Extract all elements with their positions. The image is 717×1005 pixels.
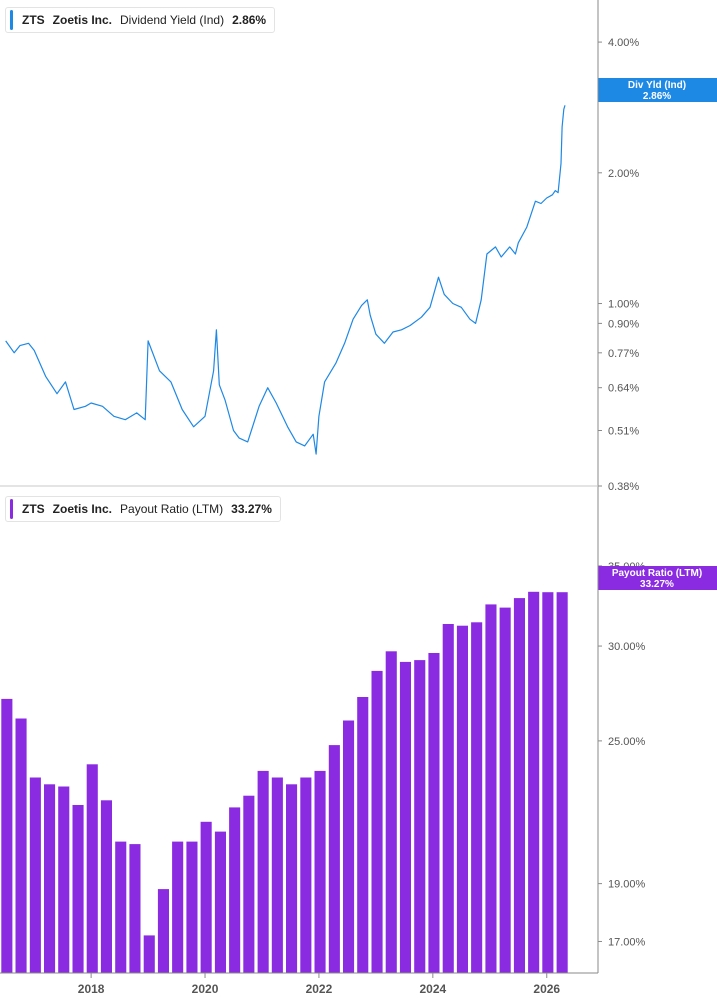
payout-ratio-bar xyxy=(343,720,355,973)
yield-tick-label: 0.77% xyxy=(608,348,639,360)
payout-ratio-legend-company: Zoetis Inc. xyxy=(52,502,113,516)
payout-ratio-badge-value: 33.27% xyxy=(640,579,674,590)
payout-tick-label: 30.00% xyxy=(608,641,646,653)
payout-ratio-bar xyxy=(357,697,369,973)
payout-ratio-bar xyxy=(542,592,554,973)
x-tick-label: 2026 xyxy=(533,982,560,996)
payout-ratio-panel: 35.00%30.00%25.00%19.00%17.00%Payout Rat… xyxy=(1,561,717,973)
payout-ratio-bar xyxy=(499,607,511,973)
payout-ratio-legend: ZTS Zoetis Inc. Payout Ratio (LTM) 33.27… xyxy=(5,496,281,522)
payout-ratio-legend-value: 33.27% xyxy=(231,502,272,516)
payout-ratio-bar xyxy=(115,841,127,973)
payout-ratio-bar xyxy=(456,625,468,973)
yield-tick-label: 1.00% xyxy=(608,299,639,311)
dividend-yield-legend-metric: Dividend Yield (Ind) xyxy=(120,13,225,27)
payout-ratio-bar xyxy=(186,841,198,973)
shared-axes: 2018 2020 2022 2024 2026 xyxy=(0,0,599,996)
payout-ratio-bar xyxy=(86,764,98,973)
payout-ratio-bar xyxy=(414,660,426,973)
payout-ratio-bar xyxy=(44,784,56,973)
payout-ratio-bar xyxy=(1,698,13,973)
yield-tick-label: 0.51% xyxy=(608,426,639,438)
payout-ratio-bar xyxy=(513,598,525,973)
payout-ratio-bar xyxy=(29,777,41,973)
payout-ratio-bar xyxy=(314,770,326,973)
payout-ratio-bar xyxy=(286,784,298,973)
dividend-yield-badge xyxy=(598,78,717,102)
payout-ratio-badge-label: Payout Ratio (LTM) xyxy=(612,568,702,579)
dividend-yield-panel: 4.00% 2.00% 1.00% 0.90% 0.77% 0.64% 0.51% 0.38%… xyxy=(5,37,717,493)
yield-tick-label: 0.64% xyxy=(608,383,639,395)
payout-ratio-bar xyxy=(300,777,312,973)
payout-ratio-bar xyxy=(200,821,212,973)
payout-ratio-bar xyxy=(399,661,411,973)
dividend-yield-legend-company: Zoetis Inc. xyxy=(52,13,113,27)
payout-ratio-bar xyxy=(485,604,497,973)
x-tick-label: 2018 xyxy=(78,982,105,996)
yield-tick-label: 0.90% xyxy=(608,318,639,330)
dividend-yield-legend-swatch xyxy=(10,10,13,30)
payout-ratio-bar xyxy=(556,592,568,973)
payout-ratio-bar xyxy=(428,653,440,973)
payout-ratio-bar xyxy=(157,889,169,973)
payout-tick-label: 17.00% xyxy=(608,936,646,948)
payout-tick-label: 19.00% xyxy=(608,879,646,891)
payout-ratio-bar xyxy=(172,841,184,973)
payout-ratio-bar xyxy=(528,591,540,973)
payout-ratio-bar xyxy=(72,805,84,973)
yield-tick-label: 4.00% xyxy=(608,37,639,49)
dividend-yield-legend-ticker: ZTS xyxy=(22,13,45,27)
payout-ratio-bar xyxy=(385,651,397,973)
payout-ratio-bar xyxy=(328,745,340,973)
dividend-yield-badge-label: Div Yld (Ind) xyxy=(628,80,686,91)
dividend-yield-series-line xyxy=(5,105,566,455)
payout-ratio-bar xyxy=(58,786,70,973)
payout-ratio-bar xyxy=(243,795,255,973)
dividend-yield-legend-value: 2.86% xyxy=(232,13,267,27)
payout-ratio-bar xyxy=(214,831,226,973)
payout-ratio-badge xyxy=(598,566,717,590)
payout-tick-label: 25.00% xyxy=(608,736,646,748)
yield-tick-label: 2.00% xyxy=(608,168,639,180)
payout-ratio-legend-ticker: ZTS xyxy=(22,502,45,516)
x-tick-label: 2024 xyxy=(419,982,446,996)
dividend-yield-badge-value: 2.86% xyxy=(643,91,671,102)
payout-ratio-bar xyxy=(100,800,112,973)
payout-ratio-bar xyxy=(271,777,283,973)
dividend-yield-legend: ZTS Zoetis Inc. Dividend Yield (Ind) 2.8… xyxy=(5,7,276,33)
payout-ratio-bar xyxy=(257,770,269,973)
payout-ratio-legend-swatch xyxy=(10,499,13,519)
payout-ratio-bar xyxy=(471,622,483,973)
yield-tick-label: 0.38% xyxy=(608,481,639,493)
x-tick-label: 2022 xyxy=(306,982,333,996)
payout-ratio-bar xyxy=(442,624,454,973)
payout-ratio-bar xyxy=(143,935,155,973)
payout-ratio-legend-metric: Payout Ratio (LTM) xyxy=(120,502,224,516)
x-tick-label: 2020 xyxy=(192,982,219,996)
payout-ratio-bar xyxy=(129,844,141,973)
payout-ratio-bar xyxy=(371,670,383,973)
payout-ratio-bar xyxy=(15,718,27,973)
payout-ratio-bar xyxy=(229,807,241,973)
